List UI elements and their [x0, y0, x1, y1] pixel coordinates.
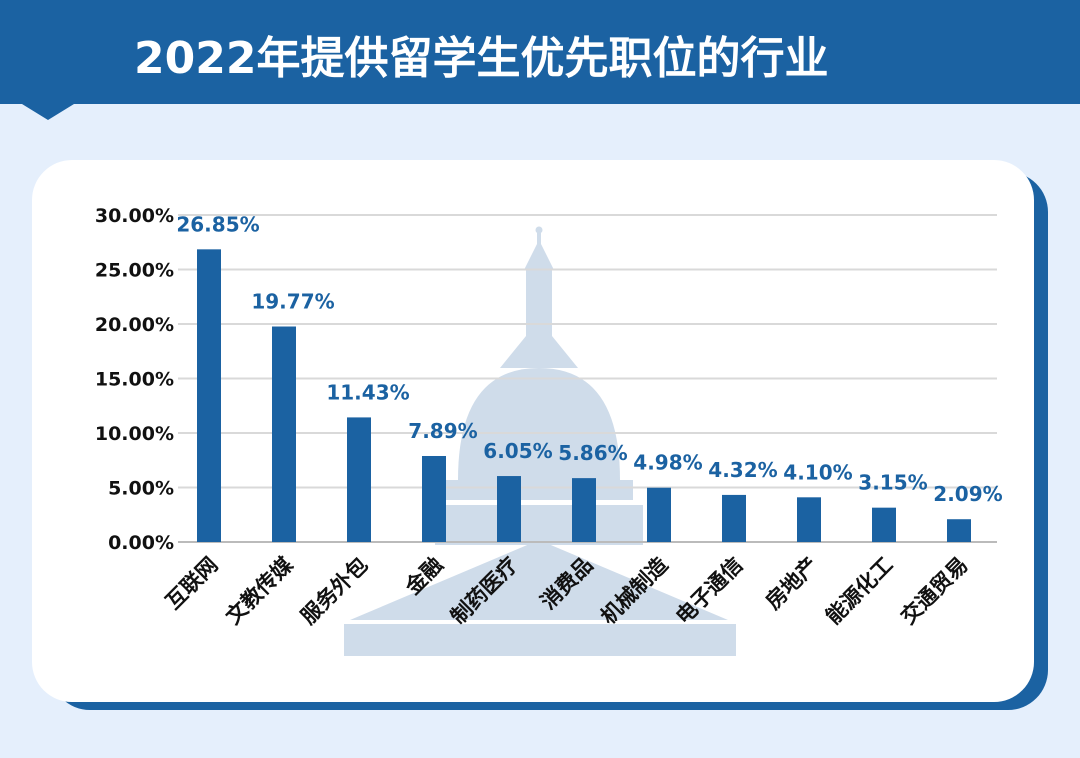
- data-label: 26.85%: [176, 212, 259, 236]
- bar: [647, 487, 671, 542]
- bar: [572, 478, 596, 542]
- y-tick-label: 10.00%: [95, 423, 174, 445]
- y-tick-label: 25.00%: [95, 260, 174, 282]
- data-label: 2.09%: [933, 482, 1002, 506]
- y-tick-label: 15.00%: [95, 369, 174, 391]
- data-label: 7.89%: [408, 419, 477, 443]
- bar: [272, 326, 296, 542]
- bar: [722, 494, 746, 542]
- data-label: 5.86%: [558, 441, 627, 465]
- y-tick-label: 20.00%: [95, 314, 174, 336]
- y-tick-label: 30.00%: [95, 205, 174, 227]
- data-label: 19.77%: [251, 290, 334, 314]
- bar: [872, 507, 896, 542]
- bar: [947, 519, 971, 542]
- x-tick-label: 文教传媒: [221, 552, 298, 629]
- data-label: 6.05%: [483, 439, 552, 463]
- y-tick-label: 5.00%: [108, 478, 174, 500]
- page-title: 2022年提供留学生优先职位的行业: [134, 33, 829, 84]
- x-tick-label: 能源化工: [821, 553, 897, 629]
- bar: [197, 249, 221, 542]
- header-band: [0, 0, 1080, 104]
- bar: [497, 476, 521, 542]
- data-label: 3.15%: [858, 471, 927, 495]
- x-tick-label: 交通贸易: [896, 553, 972, 629]
- data-label: 4.10%: [783, 460, 852, 484]
- data-label: 11.43%: [326, 380, 409, 404]
- x-tick-label: 房地产: [761, 553, 823, 615]
- bar: [797, 497, 821, 542]
- bar: [422, 455, 446, 542]
- bar: [347, 417, 371, 542]
- capitol-watermark: [344, 226, 736, 656]
- y-tick-label: 0.00%: [108, 532, 174, 554]
- data-label: 4.32%: [708, 458, 777, 482]
- data-label: 4.98%: [633, 451, 702, 475]
- header-notch: [22, 104, 74, 120]
- x-tick-label: 互联网: [161, 553, 223, 615]
